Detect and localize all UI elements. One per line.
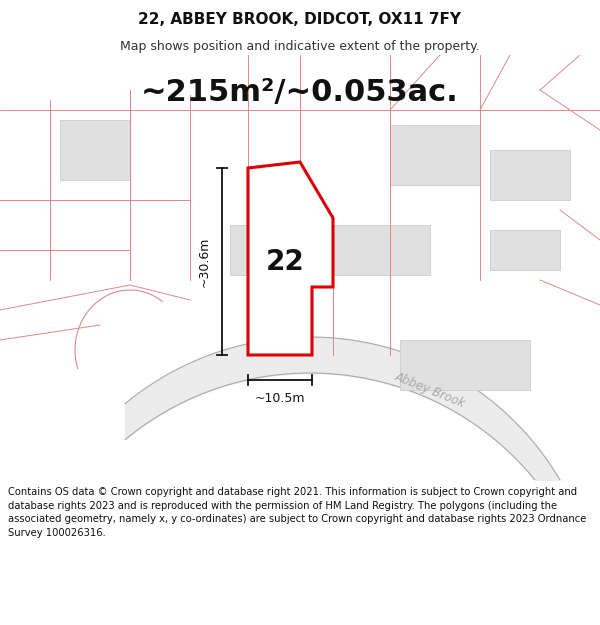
Text: Map shows position and indicative extent of the property.: Map shows position and indicative extent…	[120, 39, 480, 52]
Polygon shape	[230, 225, 430, 275]
Polygon shape	[390, 125, 480, 185]
Text: 22: 22	[266, 248, 304, 276]
Polygon shape	[60, 120, 130, 180]
Polygon shape	[490, 230, 560, 270]
Text: ~10.5m: ~10.5m	[255, 391, 305, 404]
Polygon shape	[490, 150, 570, 200]
Text: Abbey Brook: Abbey Brook	[393, 370, 467, 410]
Text: Contains OS data © Crown copyright and database right 2021. This information is : Contains OS data © Crown copyright and d…	[8, 487, 586, 538]
Polygon shape	[248, 162, 333, 355]
Polygon shape	[400, 340, 530, 390]
Text: ~30.6m: ~30.6m	[197, 236, 211, 287]
Text: 22, ABBEY BROOK, DIDCOT, OX11 7FY: 22, ABBEY BROOK, DIDCOT, OX11 7FY	[139, 12, 461, 27]
Text: ~215m²/~0.053ac.: ~215m²/~0.053ac.	[141, 78, 459, 106]
